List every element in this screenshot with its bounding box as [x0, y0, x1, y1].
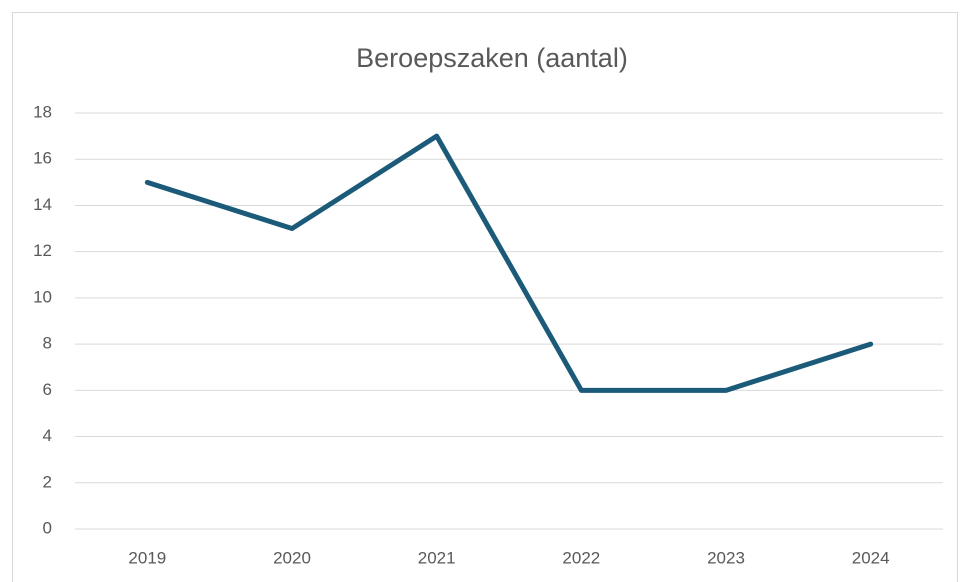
x-tick-label: 2020 [273, 548, 311, 567]
y-tick-label: 8 [43, 334, 52, 353]
x-tick-label: 2019 [128, 548, 166, 567]
chart-title: Beroepszaken (aantal) [356, 43, 628, 73]
chart-border [12, 12, 958, 582]
x-tick-label: 2024 [852, 548, 890, 567]
y-tick-label: 18 [33, 102, 52, 121]
y-tick-label: 4 [43, 426, 52, 445]
y-tick-label: 6 [43, 380, 52, 399]
y-tick-label: 14 [33, 195, 52, 214]
x-tick-label: 2021 [418, 548, 456, 567]
y-tick-label: 12 [33, 241, 52, 260]
y-tick-label: 0 [43, 518, 52, 537]
data-line [144, 133, 874, 393]
y-tick-label: 16 [33, 149, 52, 168]
x-tick-label: 2022 [562, 548, 600, 567]
x-tick-label: 2023 [707, 548, 745, 567]
y-tick-label: 2 [43, 472, 52, 491]
y-tick-label: 10 [33, 287, 52, 306]
